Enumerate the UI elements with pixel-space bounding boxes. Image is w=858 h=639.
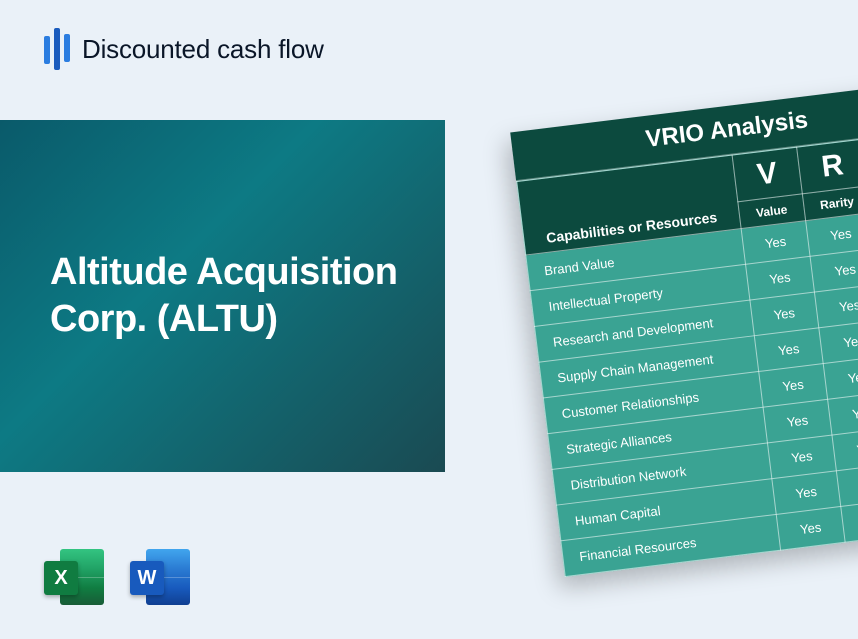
company-title: Altitude Acquisition Corp. (ALTU) [50, 249, 445, 344]
title-panel: Altitude Acquisition Corp. (ALTU) [0, 120, 445, 472]
value-cell: Yes [777, 506, 846, 550]
rarity-cell: Yes [815, 284, 858, 328]
rarity-cell: Yes [828, 391, 858, 435]
logo-mark-icon [44, 28, 72, 70]
download-format-icons: X W [44, 545, 194, 609]
col-r-big: R [797, 139, 858, 194]
excel-icon: X [44, 545, 108, 609]
vrio-table-card: VRIO Analysis Capabilities or Resources … [511, 80, 858, 577]
brand-logo: Discounted cash flow [44, 28, 324, 70]
word-icon: W [130, 545, 194, 609]
rarity-cell: Yes [819, 320, 858, 364]
rarity-cell: Yes [824, 355, 858, 399]
rarity-cell: Yes [832, 427, 858, 471]
vrio-table: Capabilities or Resources V R I Value Ra… [517, 129, 858, 578]
rarity-cell: Yes [810, 248, 858, 292]
col-v-big: V [732, 147, 802, 202]
rarity-cell: Yes [806, 213, 858, 257]
brand-name: Discounted cash flow [82, 34, 324, 65]
